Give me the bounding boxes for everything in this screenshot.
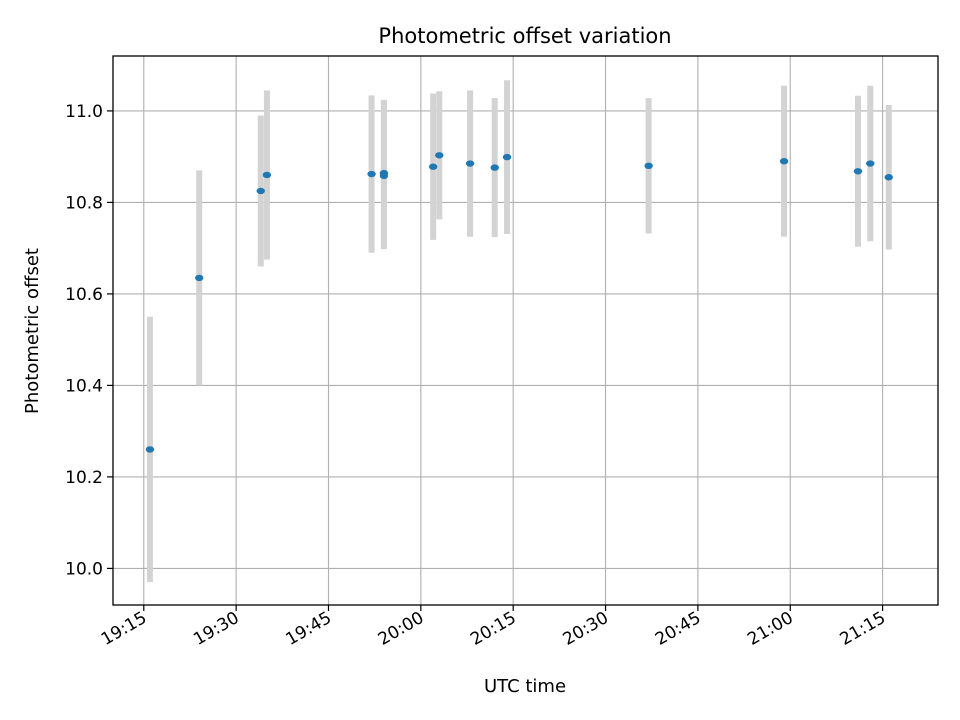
y-tick-label: 10.2: [65, 468, 103, 488]
y-tick-label: 10.6: [65, 285, 103, 305]
data-point: [194, 274, 204, 282]
data-point: [379, 169, 389, 177]
y-tick-label: 10.0: [65, 559, 103, 579]
y-tick-label: 10.4: [65, 376, 103, 396]
data-point: [465, 160, 475, 167]
data-point: [502, 153, 512, 161]
y-axis-title: Photometric offset: [22, 248, 43, 414]
data-point: [435, 152, 444, 159]
data-points: [145, 152, 893, 453]
data-point: [779, 158, 789, 165]
data-point: [145, 446, 155, 453]
grid: [113, 56, 938, 605]
data-point: [644, 162, 653, 169]
y-tick-label: 11.0: [65, 102, 103, 122]
data-point: [428, 163, 438, 170]
y-tick-label: 10.8: [65, 193, 103, 213]
data-point: [256, 187, 265, 195]
data-point: [262, 171, 272, 179]
chart-title: Photometric offset variation: [378, 24, 671, 48]
data-point: [367, 170, 376, 178]
x-axis-title: UTC time: [484, 676, 566, 697]
y-axis: 10.0 10.2 10.4 10.6 10.8 11.0: [65, 102, 113, 579]
plot-frame: [112, 55, 939, 606]
data-point: [884, 174, 893, 181]
data-point: [490, 164, 499, 171]
data-point: [853, 168, 863, 175]
data-point: [866, 160, 875, 167]
